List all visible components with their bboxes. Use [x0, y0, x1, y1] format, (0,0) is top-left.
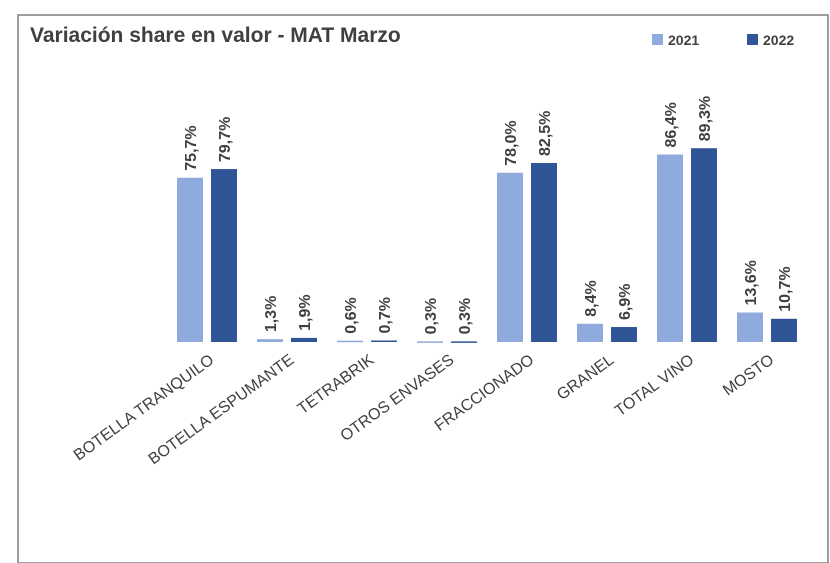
data-label: 8,4%: [583, 280, 600, 316]
bar: [497, 172, 523, 342]
legend-swatch: [652, 34, 663, 45]
bar: [451, 341, 477, 343]
data-label: 1,3%: [263, 296, 280, 332]
data-label: 0,3%: [423, 298, 440, 334]
legend-swatch: [747, 34, 758, 45]
bar: [691, 148, 717, 342]
data-label: 13,6%: [743, 260, 760, 305]
data-label: 82,5%: [537, 111, 554, 156]
bar: [657, 154, 683, 342]
data-label: 6,9%: [617, 284, 634, 320]
bar: [371, 340, 397, 342]
data-label: 75,7%: [183, 125, 200, 170]
data-label: 0,6%: [343, 297, 360, 333]
data-label: 1,9%: [297, 294, 314, 330]
data-label: 10,7%: [777, 266, 794, 311]
legend-label: 2022: [763, 32, 794, 48]
bar: [531, 162, 557, 342]
data-label: 78,0%: [503, 120, 520, 165]
bar: [611, 327, 637, 342]
bar: [417, 341, 443, 343]
data-label: 0,7%: [377, 297, 394, 333]
bar: [291, 337, 317, 342]
chart-title: Variación share en valor - MAT Marzo: [30, 24, 401, 47]
legend-label: 2021: [668, 32, 699, 48]
bar: [211, 169, 237, 342]
bar: [737, 312, 763, 342]
bar: [577, 323, 603, 342]
bar: [337, 340, 363, 343]
data-label: 79,7%: [217, 117, 234, 162]
bar: [257, 339, 283, 342]
data-label: 86,4%: [663, 102, 680, 147]
bar: [771, 318, 797, 342]
data-label: 89,3%: [697, 96, 714, 141]
bar: [177, 177, 203, 342]
data-label: 0,3%: [457, 298, 474, 334]
